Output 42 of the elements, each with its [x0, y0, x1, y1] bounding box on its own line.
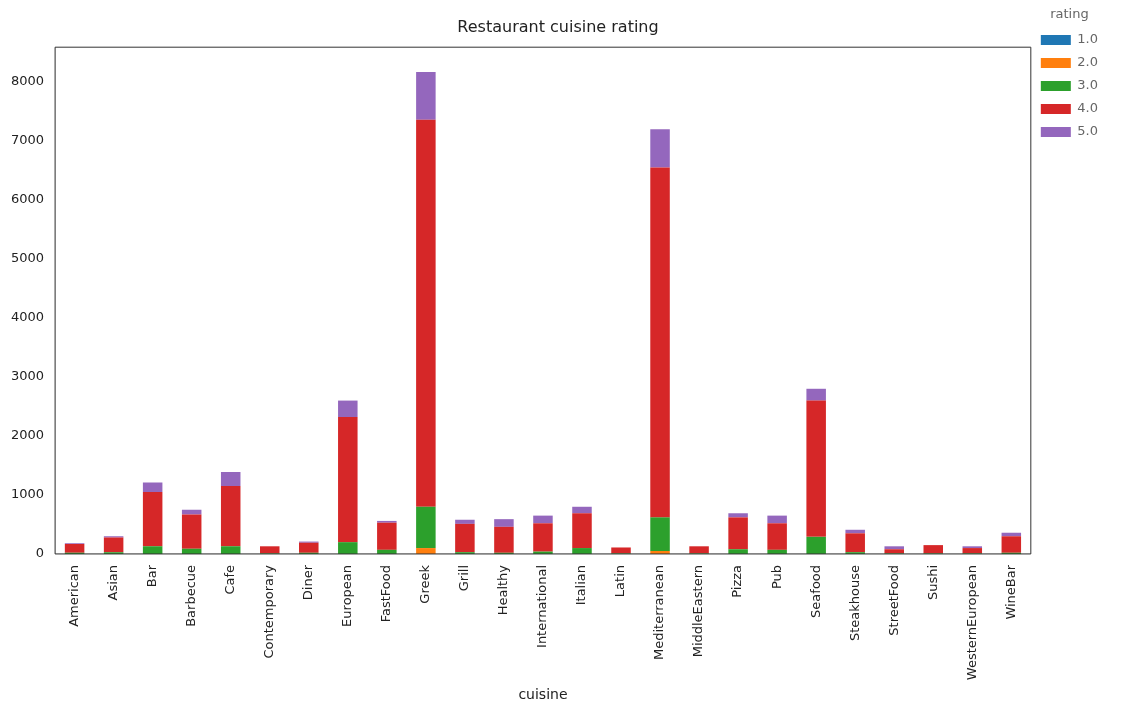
- x-tick-label: Mediterranean: [651, 564, 667, 661]
- y-tick-label: 0: [35, 545, 45, 561]
- x-tick-label: Healthy: [495, 564, 511, 616]
- x-tick-label: Contemporary: [261, 564, 277, 659]
- legend-label: 4.0: [1077, 100, 1099, 116]
- x-tick-label: StreetFood: [885, 564, 901, 636]
- x-tick-label: FastFood: [378, 564, 394, 623]
- legend-label: 1.0: [1077, 31, 1099, 47]
- x-tick-label: Steakhouse: [846, 564, 862, 642]
- legend-label: 2.0: [1077, 54, 1099, 70]
- y-tick-label: 7000: [10, 132, 45, 148]
- legend-title: rating: [1050, 5, 1089, 21]
- x-tick-label: Pub: [768, 564, 784, 590]
- x-tick-label: Barbecue: [183, 564, 199, 627]
- legend-label: 5.0: [1077, 123, 1099, 139]
- y-tick-label: 3000: [10, 368, 45, 384]
- x-tick-label: Cafe: [222, 564, 238, 595]
- x-tick-label: European: [339, 564, 355, 627]
- x-tick-label: Latin: [612, 564, 628, 598]
- chart-title: Restaurant cuisine rating: [457, 16, 659, 36]
- x-tick-label: WineBar: [1002, 564, 1018, 620]
- x-tick-label: Sushi: [924, 564, 940, 601]
- y-tick-label: 8000: [10, 73, 45, 89]
- x-tick-label: American: [65, 564, 81, 627]
- x-tick-label: Bar: [144, 564, 160, 588]
- y-tick-label: 2000: [10, 427, 45, 443]
- x-tick-label: Asian: [105, 564, 120, 601]
- y-tick-label: 5000: [10, 250, 45, 266]
- x-tick-label: Greek: [417, 564, 433, 604]
- x-tick-label: Pizza: [729, 564, 745, 598]
- x-tick-label: Italian: [573, 564, 589, 606]
- y-tick-label: 6000: [10, 191, 45, 207]
- x-tick-label: Seafood: [807, 564, 823, 618]
- legend-label: 3.0: [1077, 77, 1099, 93]
- x-tick-label: Diner: [300, 564, 316, 601]
- y-tick-label: 1000: [10, 486, 45, 502]
- x-tick-label: International: [534, 564, 550, 648]
- x-tick-label: MiddleEastern: [690, 564, 706, 658]
- y-tick-label: 4000: [10, 309, 45, 325]
- x-tick-label: WesternEuropean: [963, 564, 979, 681]
- x-tick-label: Grill: [456, 564, 472, 592]
- x-axis-title: cuisine: [518, 686, 568, 703]
